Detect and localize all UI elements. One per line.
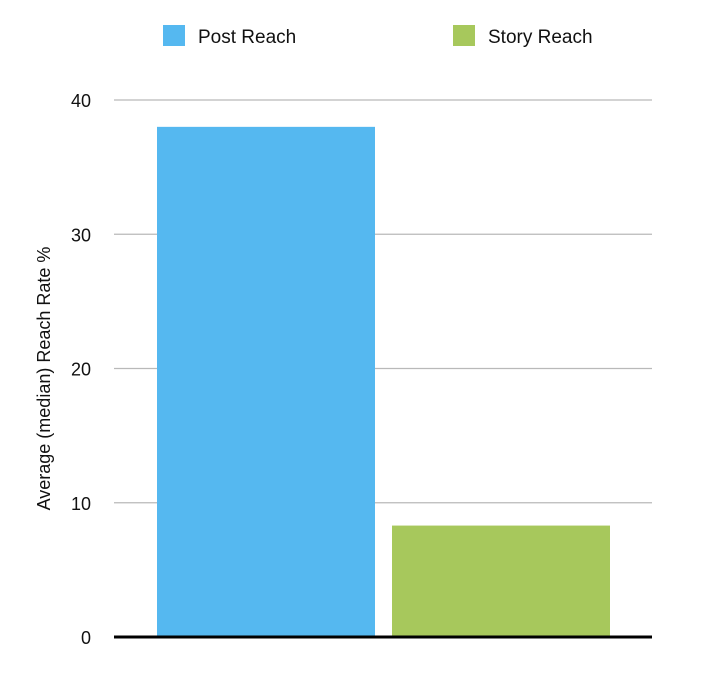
legend-label: Story Reach [488,27,593,48]
bars [157,126,610,637]
y-tick-label: 20 [71,360,91,380]
y-tick-label: 0 [81,628,91,648]
legend-swatch [163,25,185,46]
legend-item-story-reach: Story Reach [453,25,593,48]
y-axis-label: Average (median) Reach Rate % [34,247,54,511]
bar-story-reach [392,525,610,637]
y-axis-ticks: 0 10 20 30 40 [71,91,91,648]
legend-item-post-reach: Post Reach [163,25,296,48]
bar-post-reach [157,126,375,637]
legend-swatch [453,25,475,46]
legend: Post Reach Story Reach [163,25,593,48]
legend-label: Post Reach [198,27,296,48]
y-tick-label: 30 [71,225,91,245]
y-tick-label: 10 [71,494,91,514]
y-tick-label: 40 [71,91,91,111]
